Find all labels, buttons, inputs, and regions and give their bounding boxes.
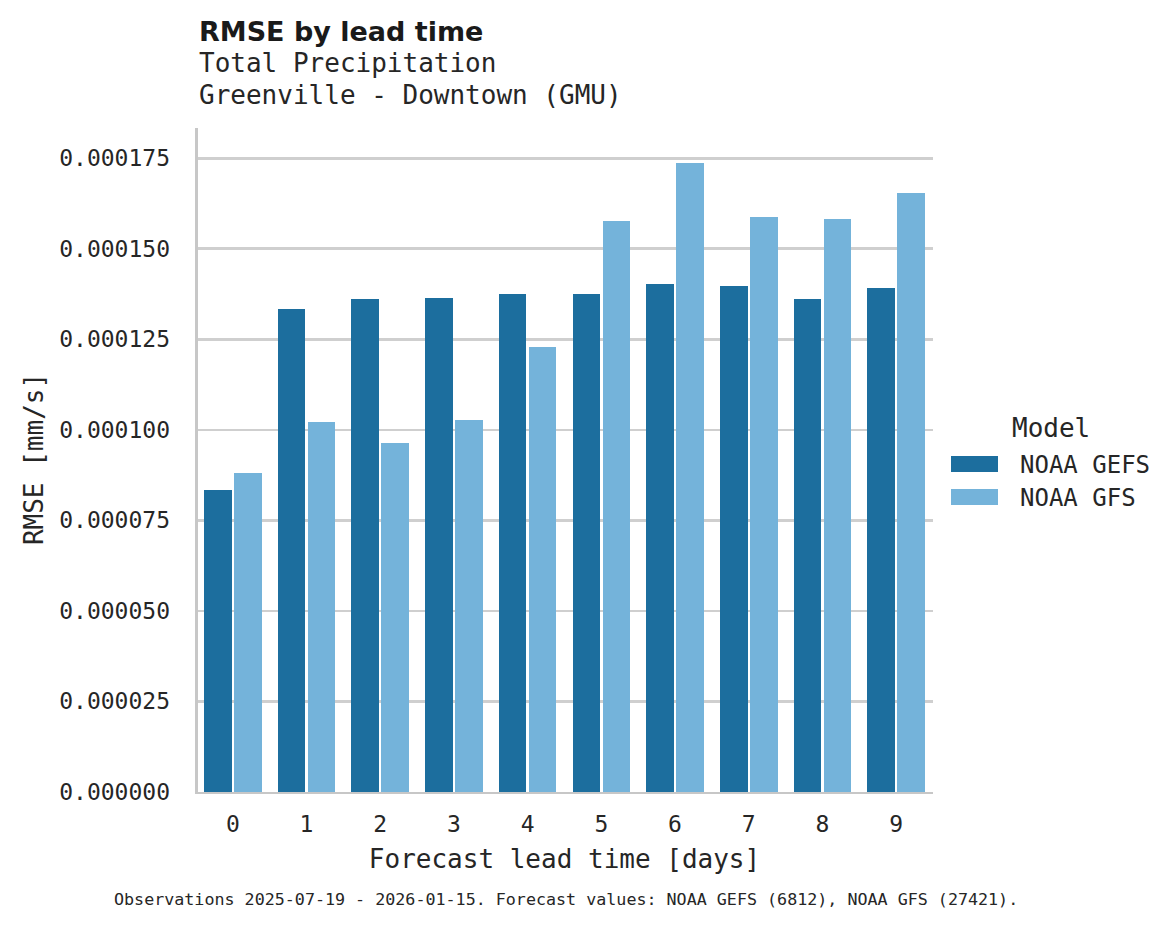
x-tick-label-1: 1 bbox=[270, 810, 344, 838]
gridline bbox=[196, 338, 933, 341]
bar-noaa-gfs-lead-4 bbox=[529, 347, 557, 792]
y-tick-label-0.000075: 0.000075 bbox=[0, 506, 170, 534]
y-tick-label-0.000000: 0.000000 bbox=[0, 778, 170, 806]
y-tick-label-0.000025: 0.000025 bbox=[0, 687, 170, 715]
bar-noaa-gfs-lead-7 bbox=[750, 217, 778, 792]
x-tick-label-4: 4 bbox=[491, 810, 565, 838]
y-tick-label-0.000100: 0.000100 bbox=[0, 416, 170, 444]
y-tick-label-0.000150: 0.000150 bbox=[0, 235, 170, 263]
bar-noaa-gfs-lead-8 bbox=[824, 219, 852, 792]
chart-subtitle-line2: Greenville - Downtown (GMU) bbox=[199, 80, 622, 110]
legend-title: Model bbox=[1012, 413, 1090, 443]
bar-noaa-gefs-lead-4 bbox=[499, 294, 527, 792]
x-tick-label-2: 2 bbox=[343, 810, 417, 838]
bar-noaa-gefs-lead-7 bbox=[720, 286, 748, 792]
caption: Observations 2025-07-19 - 2026-01-15. Fo… bbox=[114, 888, 1018, 910]
x-tick-label-0: 0 bbox=[196, 810, 270, 838]
gridline bbox=[196, 700, 933, 703]
legend-swatch-noaa-gefs bbox=[951, 456, 998, 472]
x-tick-label-9: 9 bbox=[859, 810, 933, 838]
legend-swatch-noaa-gfs bbox=[951, 489, 998, 505]
bar-noaa-gfs-lead-1 bbox=[308, 422, 336, 792]
bar-noaa-gfs-lead-3 bbox=[455, 420, 483, 792]
bar-noaa-gefs-lead-1 bbox=[278, 309, 306, 792]
legend-label-noaa-gefs: NOAA GEFS bbox=[1020, 451, 1150, 479]
figure: RMSE by lead time Total Precipitation Gr… bbox=[0, 0, 1172, 928]
x-tick-label-7: 7 bbox=[712, 810, 786, 838]
y-axis-spine bbox=[195, 128, 198, 794]
chart-subtitle-line1: Total Precipitation bbox=[199, 48, 496, 78]
gridline bbox=[196, 429, 933, 432]
plot-panel bbox=[196, 128, 933, 792]
bar-noaa-gfs-lead-9 bbox=[897, 193, 925, 792]
gridline bbox=[196, 610, 933, 613]
y-tick-label-0.000175: 0.000175 bbox=[0, 144, 170, 172]
bar-noaa-gfs-lead-2 bbox=[381, 443, 409, 792]
x-axis-title: Forecast lead time [days] bbox=[196, 843, 933, 875]
gridline bbox=[196, 247, 933, 250]
bar-noaa-gfs-lead-5 bbox=[603, 221, 631, 792]
bar-noaa-gefs-lead-5 bbox=[573, 294, 601, 792]
bar-noaa-gefs-lead-9 bbox=[867, 288, 895, 792]
legend-label-noaa-gfs: NOAA GFS bbox=[1020, 484, 1136, 512]
bar-noaa-gefs-lead-2 bbox=[351, 299, 379, 792]
bar-noaa-gefs-lead-6 bbox=[646, 284, 674, 792]
x-axis-spine bbox=[195, 792, 933, 795]
x-tick-label-6: 6 bbox=[638, 810, 712, 838]
chart-title: RMSE by lead time bbox=[199, 16, 483, 47]
bar-noaa-gefs-lead-3 bbox=[425, 298, 453, 792]
y-tick-label-0.000125: 0.000125 bbox=[0, 325, 170, 353]
gridline bbox=[196, 519, 933, 522]
gridline bbox=[196, 157, 933, 160]
x-tick-label-5: 5 bbox=[564, 810, 638, 838]
x-tick-label-3: 3 bbox=[417, 810, 491, 838]
bar-noaa-gfs-lead-0 bbox=[234, 473, 262, 792]
x-tick-label-8: 8 bbox=[785, 810, 859, 838]
bar-noaa-gfs-lead-6 bbox=[676, 163, 704, 792]
bar-noaa-gefs-lead-0 bbox=[204, 490, 232, 792]
bar-noaa-gefs-lead-8 bbox=[794, 299, 822, 792]
y-tick-label-0.000050: 0.000050 bbox=[0, 597, 170, 625]
